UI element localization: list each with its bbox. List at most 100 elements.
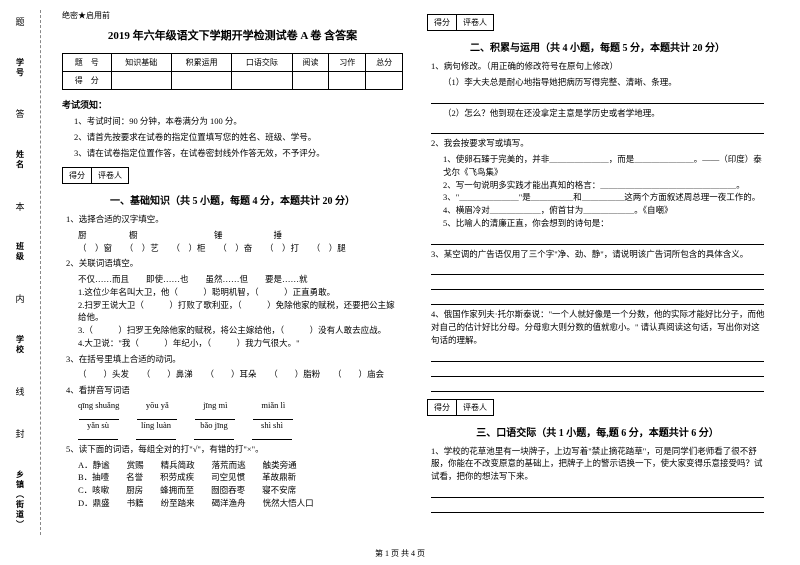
- score-label: 得分: [428, 15, 457, 30]
- td[interactable]: [292, 72, 329, 90]
- td[interactable]: [329, 72, 366, 90]
- right-column: 得分 评卷人 二、积累与运用（共 4 小题，每题 5 分，本题共计 20 分） …: [415, 10, 780, 540]
- score-label: 得分: [428, 400, 457, 415]
- answer-line[interactable]: [431, 92, 764, 104]
- blank[interactable]: [194, 430, 234, 440]
- th: 口语交际: [232, 54, 292, 72]
- q5: 5、读下面的词语，每组全对的打"√"，有错的打"×"。: [66, 443, 403, 456]
- score-label: 得分: [63, 168, 92, 183]
- q3: 3、在括号里填上合适的动词。: [66, 353, 403, 366]
- q2-1: 1.这位少年名叫大卫，他（ ）聪明机智，（ ）正直勇敢。: [78, 286, 403, 299]
- td[interactable]: [111, 72, 171, 90]
- bind-mark: 封: [15, 427, 24, 440]
- pinyin: qīng shuǎng: [78, 400, 119, 410]
- pinyin: líng luàn: [141, 420, 171, 430]
- answer-line[interactable]: [431, 501, 764, 513]
- scorer-box: 得分 评卷人: [62, 167, 129, 184]
- pinyin: yōu yǎ: [146, 400, 169, 410]
- answer-line[interactable]: [431, 350, 764, 362]
- seal-line: [40, 10, 41, 535]
- q5a: A．静谧 赏赐 精兵简政 落荒而逃 触类旁通: [78, 459, 403, 472]
- q2: 2、关联词语填空。: [66, 257, 403, 270]
- exam-title: 2019 年六年级语文下学期开学检测试卷 A 卷 含答案: [62, 27, 403, 43]
- secret-mark: 绝密★启用前: [62, 10, 403, 21]
- scorer-box: 得分 评卷人: [427, 399, 494, 416]
- s2q2: 2、我会按要求写或填写。: [431, 137, 768, 150]
- s2q3: 3、某空调的广告语仅用了三个字"净、劲、静"，请说明该广告词所包含的具体含义。: [431, 248, 768, 261]
- answer-line[interactable]: [431, 380, 764, 392]
- q2-opts: 不仅……而且 即使……也 虽然……但 要是……就: [78, 273, 403, 286]
- scorer-label: 评卷人: [457, 400, 493, 415]
- th: 总分: [366, 54, 403, 72]
- q4: 4、看拼音写词语: [66, 384, 403, 397]
- answer-line[interactable]: [431, 486, 764, 498]
- blank[interactable]: [253, 410, 293, 420]
- bind-label: 乡镇（街道）: [15, 470, 26, 530]
- s2q2a: 1、使卵石臻于完美的，并非＿＿＿＿＿＿＿，而是＿＿＿＿＿＿＿。——（印度）泰戈尔…: [443, 153, 768, 179]
- q1: 1、选择合适的汉字填空。: [66, 213, 403, 226]
- blank[interactable]: [252, 430, 292, 440]
- answer-line[interactable]: [431, 293, 764, 305]
- bind-label: 班级: [15, 242, 26, 262]
- q5d: D．鼎盛 书籍 纷至踏来 碣洋渔舟 恍然大悟人口: [78, 497, 403, 510]
- blank[interactable]: [137, 410, 177, 420]
- q4-pinyin-row1: qīng shuǎng yōu yǎ jīng mì miǎn lì: [78, 400, 403, 420]
- th: 积累运用: [171, 54, 231, 72]
- blank[interactable]: [195, 410, 235, 420]
- td: 得 分: [63, 72, 112, 90]
- answer-line[interactable]: [431, 122, 764, 134]
- section-2-heading: 二、积累与运用（共 4 小题，每题 5 分，本题共计 20 分）: [427, 39, 768, 54]
- q3-sub: （ ）头发 （ ）鼻涕 （ ）耳朵 （ ）脂粉 （ ）庙会: [78, 368, 403, 381]
- pinyin: bǎo jīng: [200, 420, 228, 430]
- s2q2d: 4、横眉冷对＿＿＿＿＿＿，俯首甘为＿＿＿＿＿＿。《自嘲》: [443, 204, 768, 217]
- th: 阅读: [292, 54, 329, 72]
- score-table: 题 号 知识基础 积累运用 口语交际 阅读 习作 总分 得 分: [62, 53, 403, 90]
- blank[interactable]: [78, 430, 118, 440]
- s3q1: 1、学校的花草池里有一块牌子，上边写着"禁止摘花踏草"，可是同学们老师看了很不舒…: [431, 445, 768, 483]
- th: 习作: [329, 54, 366, 72]
- notice-heading: 考试须知：: [62, 98, 403, 111]
- th: 知识基础: [111, 54, 171, 72]
- th: 题 号: [63, 54, 112, 72]
- bind-mark: 内: [15, 292, 24, 305]
- bind-mark: 题: [15, 15, 24, 28]
- s2q1b: （2）怎么？他到现在还没拿定主意是学历史或者学地理。: [443, 107, 768, 120]
- q2-4: 4.大卫说："我（ ）年纪小，（ ）我力气很大。": [78, 337, 403, 350]
- s2q4: 4、俄国作家列夫·托尔斯泰说："一个人就好像是一个分数，他的实际才能好比分子，而…: [431, 308, 768, 346]
- binding-margin: 题 学号 答 姓名 本 班级 内 学校 线 封 乡镇（街道）: [0, 0, 40, 545]
- answer-line[interactable]: [431, 278, 764, 290]
- pinyin: shì shì: [261, 420, 283, 430]
- s2q2e: 5、比喻人的清廉正直，你会想到的诗句是：: [443, 217, 768, 230]
- q1-chars: 厨 橱 锤 捶: [78, 229, 403, 242]
- scorer-label: 评卷人: [457, 15, 493, 30]
- section-1-heading: 一、基础知识（共 5 小题，每题 4 分，本题共计 20 分）: [62, 192, 403, 207]
- q2-2: 2.扫罗王说大卫（ ）打败了歌利亚，（ ）免除他家的赋税，还要把公主嫁给他。: [78, 299, 403, 325]
- notice-item: 1、考试时间：90 分钟，本卷满分为 100 分。: [74, 115, 403, 127]
- page-footer: 第 1 页 共 4 页: [0, 548, 800, 559]
- bind-mark: 本: [15, 200, 24, 213]
- scorer-box: 得分 评卷人: [427, 14, 494, 31]
- pinyin: jīng mì: [203, 400, 227, 410]
- s2q1: 1、病句修改。（用正确的修改符号在原句上修改）: [431, 60, 768, 73]
- answer-line[interactable]: [431, 233, 764, 245]
- answer-line[interactable]: [431, 263, 764, 275]
- notice-item: 2、请首先按要求在试卷的指定位置填写您的姓名、班级、学号。: [74, 131, 403, 143]
- blank[interactable]: [79, 410, 119, 420]
- pinyin: miǎn lì: [261, 400, 285, 410]
- notice-block: 1、考试时间：90 分钟，本卷满分为 100 分。 2、请首先按要求在试卷的指定…: [62, 115, 403, 159]
- answer-line[interactable]: [431, 365, 764, 377]
- bind-label: 学校: [15, 335, 26, 355]
- td[interactable]: [232, 72, 292, 90]
- s2q2c: 3、"＿＿＿＿＿＿＿"是＿＿＿＿＿和＿＿＿＿＿这两个方面叙述周总理一夜工作的。: [443, 191, 768, 204]
- table-row: 得 分: [63, 72, 403, 90]
- blank[interactable]: [136, 430, 176, 440]
- notice-item: 3、请在试卷指定位置作答，在试卷密封线外作答无效，不予评分。: [74, 147, 403, 159]
- td[interactable]: [366, 72, 403, 90]
- bind-label: 学号: [15, 58, 26, 78]
- page: 绝密★启用前 2019 年六年级语文下学期开学检测试卷 A 卷 含答案 题 号 …: [0, 0, 800, 540]
- table-row: 题 号 知识基础 积累运用 口语交际 阅读 习作 总分: [63, 54, 403, 72]
- td[interactable]: [171, 72, 231, 90]
- scorer-label: 评卷人: [92, 168, 128, 183]
- s2q1a: （1）李大夫总是耐心地指导她把病历写得完整、清晰、条理。: [443, 76, 768, 89]
- section-3-heading: 三、口语交际（共 1 小题，每,题 6 分，本题共计 6 分）: [427, 424, 768, 439]
